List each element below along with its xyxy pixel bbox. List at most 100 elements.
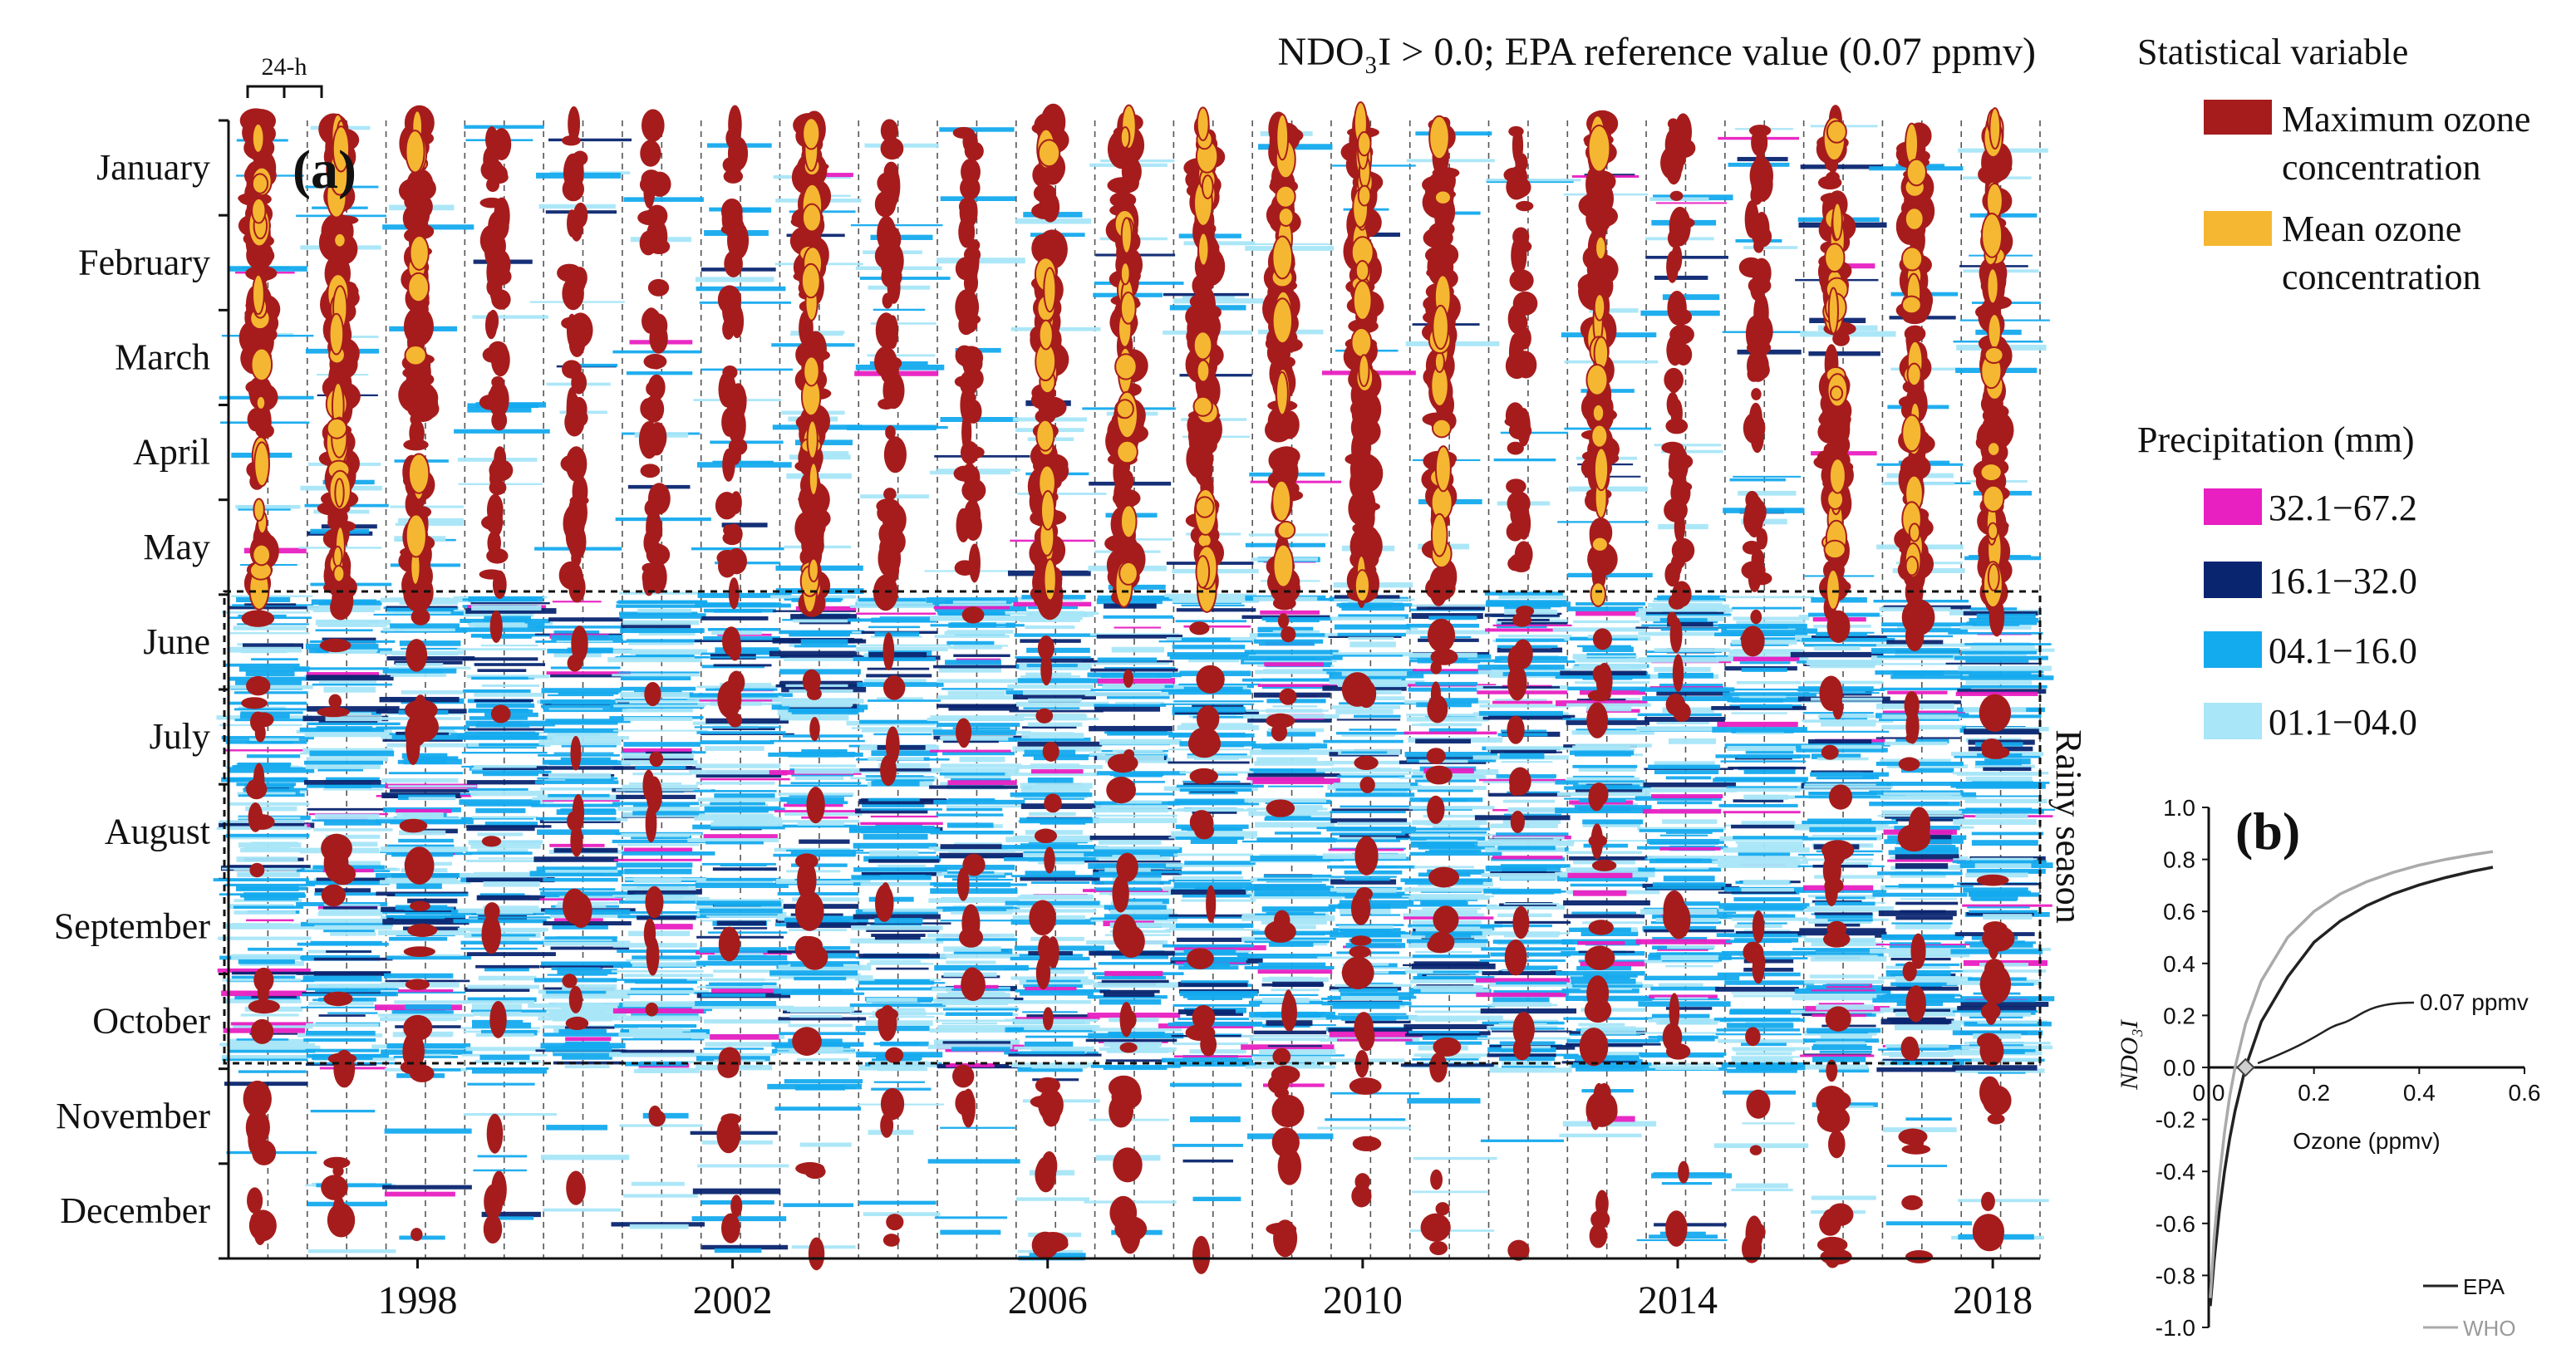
precip-band	[858, 954, 946, 959]
ozone-max-mark	[330, 862, 356, 885]
precip-band	[863, 833, 928, 840]
ozone-max-mark	[886, 1214, 904, 1231]
precip-band	[855, 987, 933, 991]
precip-band	[794, 439, 853, 445]
ozone-max-mark	[1042, 741, 1059, 762]
precip-band	[1342, 967, 1413, 969]
ozone-max-mark	[808, 516, 826, 537]
precip-band	[1171, 831, 1258, 837]
precip-band	[1969, 213, 2038, 218]
precip-band	[229, 606, 319, 610]
ozone-max-mark	[1428, 567, 1448, 606]
ozone-max-mark	[570, 735, 582, 771]
ozone-max-mark	[957, 724, 971, 748]
precip-band	[1642, 809, 1722, 814]
precip-band	[707, 627, 779, 631]
precip-band	[1811, 989, 1875, 992]
ozone-max-mark	[1194, 451, 1213, 487]
precip-band	[1411, 724, 1479, 726]
precip-band	[778, 784, 870, 787]
ozone-max-mark	[1119, 1042, 1138, 1053]
precip-band	[939, 604, 1029, 608]
ozone-max-mark	[1038, 1088, 1064, 1121]
precip-band	[1485, 628, 1567, 632]
precip-band	[1172, 1003, 1261, 1007]
precip-band	[546, 1125, 608, 1131]
precip-band	[1031, 769, 1084, 774]
precip-band	[1945, 662, 2042, 665]
precip-band	[481, 1029, 538, 1036]
precip-band	[1648, 764, 1721, 769]
precip-band	[1792, 948, 1886, 950]
precip-band	[541, 939, 612, 941]
precip-band	[686, 979, 780, 981]
precip-band	[1811, 697, 1883, 701]
ozone-max-mark	[728, 713, 743, 728]
precip-band	[1033, 755, 1089, 761]
precip-band	[560, 757, 611, 762]
ozone-max-mark	[1359, 487, 1376, 525]
precip-band	[1495, 699, 1547, 701]
precip-band	[404, 906, 455, 911]
precip-band	[1409, 1229, 1495, 1232]
ozone-max-mark	[1119, 1002, 1133, 1038]
precip-band	[1087, 995, 1168, 999]
precip-band	[714, 793, 775, 799]
ozone-max-mark	[1106, 776, 1137, 804]
ozone-max-mark	[882, 503, 907, 537]
precip-band	[1090, 689, 1187, 691]
precip-band	[1714, 777, 1809, 781]
precip-band	[386, 656, 475, 661]
precip-band	[1808, 895, 1885, 898]
precip-band	[248, 947, 303, 951]
precip-band	[307, 1201, 388, 1207]
precip-band	[699, 698, 793, 702]
precip-band	[876, 967, 929, 970]
precip-band	[1015, 1197, 1090, 1201]
ozone-max-mark	[1356, 887, 1374, 901]
precip-band	[1964, 798, 2048, 804]
ozone-max-mark	[728, 577, 740, 610]
ozone-max-mark	[328, 694, 342, 709]
precip-band	[1812, 900, 1862, 903]
precip-band	[1815, 949, 1884, 953]
precip-band	[1571, 911, 1636, 915]
ozone-max-mark	[732, 415, 743, 429]
precip-band	[1415, 681, 1477, 686]
precip-band	[853, 867, 948, 872]
precip-band	[1822, 861, 1872, 867]
ozone-max-mark	[1037, 635, 1054, 660]
ozone-max-mark	[481, 836, 502, 847]
precip-band	[1656, 952, 1729, 956]
precip-band	[705, 915, 783, 918]
precip-band	[849, 605, 941, 608]
precip-band	[454, 429, 550, 434]
precip-band	[1492, 856, 1563, 860]
precip-band	[869, 850, 919, 856]
precip-band	[484, 822, 538, 827]
precip-band	[536, 766, 624, 770]
precip-band	[390, 788, 469, 792]
precip-band	[1726, 1068, 1797, 1073]
precip-band	[1168, 879, 1255, 882]
ozone-max-mark	[491, 506, 504, 536]
precip-band	[1954, 655, 2048, 660]
precip-band	[548, 138, 632, 142]
precip-band	[1188, 656, 1240, 663]
precip-band	[238, 793, 305, 797]
precip-band	[1244, 965, 1335, 970]
precip-band	[623, 1194, 698, 1198]
precip-band	[1733, 616, 1810, 621]
ozone-max-mark	[1123, 174, 1139, 191]
precip-band	[548, 617, 622, 622]
precip-band	[1743, 857, 1797, 861]
precip-band	[1886, 764, 1969, 768]
precip-band	[1655, 1067, 1719, 1071]
precip-band	[1803, 680, 1883, 684]
precip-band	[799, 839, 850, 844]
precip-band	[1093, 982, 1181, 988]
precip-band	[471, 934, 536, 937]
precip-band	[1099, 998, 1162, 1005]
precip-band	[242, 643, 304, 650]
precip-band	[1876, 1067, 1957, 1072]
